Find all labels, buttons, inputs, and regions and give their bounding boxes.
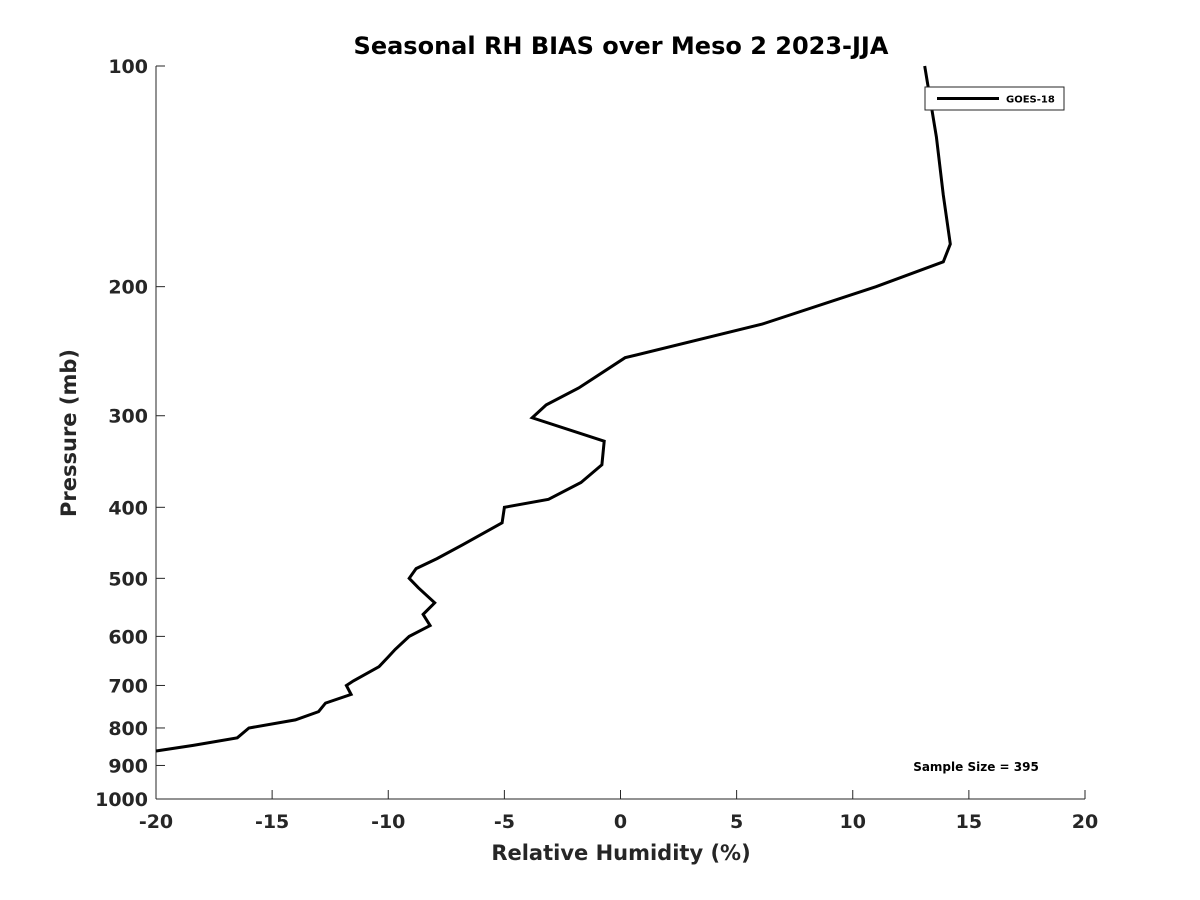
x-tick-label: 10 (840, 811, 866, 833)
y-tick-label: 600 (108, 626, 148, 648)
y-tick-label: 300 (108, 406, 148, 428)
chart-title: Seasonal RH BIAS over Meso 2 2023-JJA (354, 32, 889, 60)
legend-label: GOES-18 (1006, 95, 1055, 106)
y-tick-label: 400 (108, 497, 148, 519)
sample-size-annotation: Sample Size = 395 (913, 760, 1039, 774)
y-tick-label: 1000 (95, 789, 148, 811)
x-tick-label: 5 (730, 811, 743, 833)
x-tick-label: -5 (494, 811, 515, 833)
legend: GOES-18 (924, 86, 1065, 111)
series-line-goes18 (155, 65, 952, 753)
x-axis-label: Relative Humidity (%) (491, 841, 750, 865)
x-tick-label: 15 (956, 811, 982, 833)
x-tick-label: -10 (371, 811, 405, 833)
y-tick-label: 700 (108, 675, 148, 697)
plot-area: -20 -15 -10 -5 0 5 10 15 20 100 200 300 400 500 600 700… (95, 56, 1098, 833)
y-tick-label: 800 (108, 718, 148, 740)
y-tick-label: 100 (108, 56, 148, 78)
y-tick-label: 500 (108, 568, 148, 590)
y-tick-label: 900 (108, 755, 148, 777)
y-axis-label: Pressure (mb) (57, 349, 81, 517)
x-tick-label: 20 (1072, 811, 1098, 833)
x-tick-label: 0 (614, 811, 627, 833)
x-tick-label: -15 (255, 811, 289, 833)
y-tick-label: 200 (108, 277, 148, 299)
x-tick-label: -20 (139, 811, 173, 833)
